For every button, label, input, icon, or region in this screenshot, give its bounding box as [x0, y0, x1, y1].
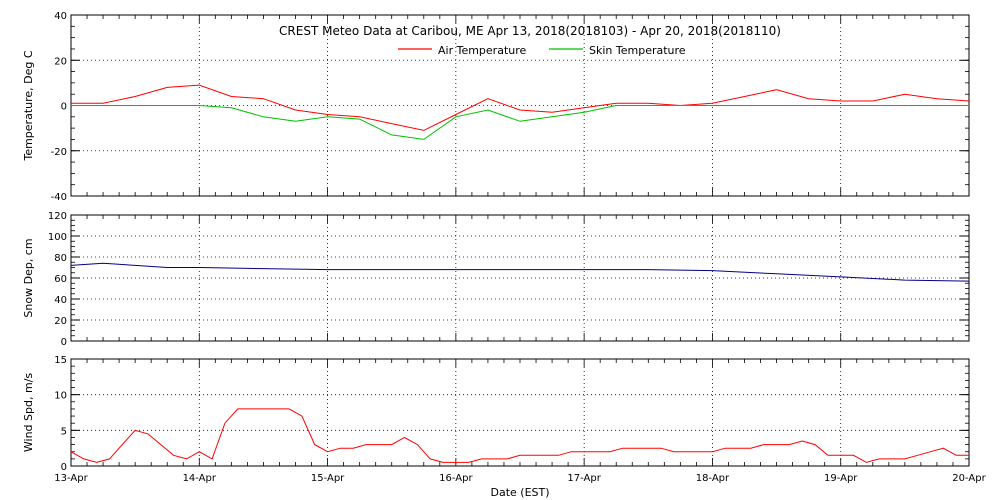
panel-0-ytick-label: 20 — [54, 56, 67, 67]
xtick-label: 13-Apr — [54, 473, 88, 484]
panel-2-frame — [70, 358, 970, 467]
chart-title: CREST Meteo Data at Caribou, ME Apr 13, … — [279, 24, 781, 38]
panel-1-ytick-label: 80 — [54, 253, 67, 264]
panel-0-ytick-label: 0 — [61, 102, 67, 113]
xtick-label: 17-Apr — [567, 473, 601, 484]
panel-0-ylabel: Temperature, Deg C — [22, 50, 35, 161]
xtick-label: 14-Apr — [183, 473, 217, 484]
panel-1-series-0-line — [70, 262, 970, 282]
panel-2-ytick-label: 15 — [54, 355, 67, 366]
legend-label-0: Air Temperature — [438, 44, 527, 57]
panel-2-ytick-label: 0 — [61, 462, 67, 473]
panel-0-ytick-label: -40 — [51, 192, 67, 203]
xtick-label: 18-Apr — [696, 473, 730, 484]
panel-0-series-0-line — [71, 84, 970, 131]
panel-2-ytick-label: 10 — [54, 391, 67, 402]
panel-2-ylabel: Wind Spd, m/s — [22, 373, 35, 453]
xtick-label: 16-Apr — [439, 473, 473, 484]
panel-1-ytick-label: 20 — [54, 316, 67, 327]
panel-2-series-0-line — [70, 408, 969, 463]
panel-2-ytick-label: 5 — [61, 426, 67, 437]
panel-1-ytick-label: 120 — [48, 211, 67, 222]
xtick-label: 19-Apr — [824, 473, 858, 484]
panel-1-ytick-label: 40 — [54, 295, 67, 306]
panel-0-ytick-label: -20 — [51, 147, 67, 158]
panel-1-ytick-label: 60 — [54, 274, 67, 285]
panel-1-ytick-label: 0 — [61, 337, 67, 348]
panel-1-ylabel: Snow Dep, cm — [22, 238, 35, 317]
xtick-label: 20-Apr — [952, 473, 986, 484]
x-axis-label: Date (EST) — [490, 486, 549, 499]
panel-0-series-1-line — [71, 105, 969, 140]
panel-0-ytick-label: 40 — [54, 11, 67, 22]
legend-label-1: Skin Temperature — [589, 44, 686, 57]
xtick-label: 15-Apr — [311, 473, 345, 484]
panel-1-ytick-label: 100 — [48, 232, 67, 243]
